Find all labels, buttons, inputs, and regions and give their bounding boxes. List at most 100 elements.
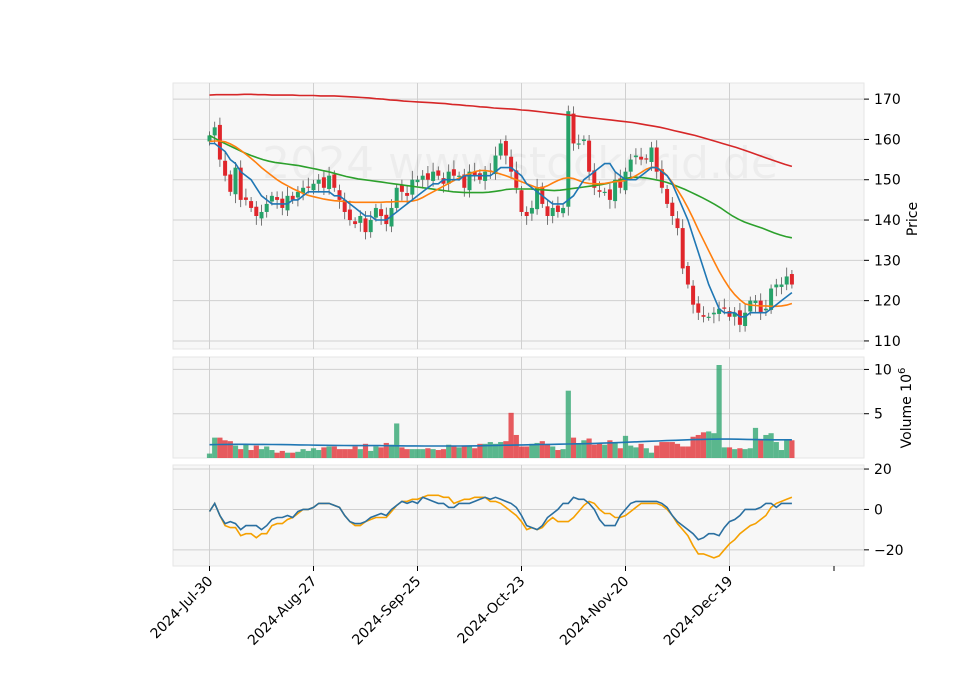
price-marks (207, 105, 794, 333)
oscillator-lines (208, 494, 793, 559)
volume-bar (461, 445, 467, 458)
candle-body (462, 174, 467, 188)
candle-body (545, 206, 550, 216)
volume-bar (295, 451, 301, 458)
candle-body (706, 316, 711, 318)
volume-bar (300, 449, 306, 458)
volume-bar (274, 452, 280, 458)
volume-bar (290, 452, 296, 458)
candle-body (675, 218, 680, 229)
candle-body (379, 209, 384, 216)
candle-body (358, 216, 363, 223)
candle-body (691, 285, 696, 305)
volume-bar (264, 446, 270, 458)
price-moving-averages (209, 93, 793, 318)
volume-bar (305, 450, 311, 458)
volume-bar (331, 446, 337, 458)
volume-bar (742, 449, 748, 458)
volume-bar (498, 442, 504, 458)
volume-bar (695, 434, 701, 458)
candle-body (389, 207, 394, 227)
volume-tick-label: 5 (874, 407, 883, 423)
candle-body (561, 207, 566, 214)
volume-bar (576, 443, 582, 458)
volume-bar (778, 450, 785, 458)
volume-bar (700, 432, 707, 458)
candle-body (249, 201, 254, 208)
volume-bar (222, 440, 228, 458)
candle-body (685, 265, 690, 285)
volume-bar (394, 423, 400, 458)
volume-bar (648, 452, 655, 458)
candle-body (332, 174, 337, 188)
volume-bar (253, 445, 259, 458)
volume-bar (768, 433, 774, 458)
volume-bar (487, 442, 493, 458)
volume-bar (544, 444, 551, 458)
candle-body (789, 274, 794, 285)
volume-bar (524, 446, 530, 458)
volume-bar (368, 450, 374, 458)
volume-bar (518, 446, 525, 458)
volume-bar (622, 435, 629, 458)
volume-bars (206, 365, 795, 458)
candle-body (519, 190, 524, 212)
volume-bar (513, 434, 519, 458)
candle-body (774, 284, 779, 288)
volume-bar (440, 449, 447, 458)
volume-bar (555, 450, 561, 458)
volume-bar (206, 453, 213, 458)
volume-bar (357, 449, 363, 458)
candle-body (228, 174, 233, 192)
volume-bar (685, 446, 691, 458)
candle-body (665, 188, 670, 204)
volume-bar (721, 447, 727, 458)
volume-bar (404, 449, 410, 458)
grid-lines (173, 83, 864, 566)
candle-body (425, 173, 430, 180)
candle-body (457, 175, 462, 177)
volume-bar (430, 449, 436, 458)
candle-body (732, 312, 737, 317)
volume-bar (243, 444, 249, 458)
volume-bar (310, 448, 317, 458)
volume-bar (643, 448, 649, 458)
volume-bar (602, 444, 608, 458)
candle-body (410, 179, 415, 195)
candle-body (727, 311, 732, 317)
volume-bar (347, 449, 353, 458)
candle-body (717, 308, 722, 314)
volume-bar (586, 438, 592, 458)
candle-body (763, 308, 768, 311)
candle-body (347, 209, 352, 221)
volume-bar (383, 442, 389, 458)
volume-bar (409, 449, 415, 458)
volume-bar (425, 448, 431, 458)
candle-body (451, 169, 456, 176)
volume-bar (628, 445, 634, 458)
candle-body (769, 288, 774, 310)
candle-body (659, 169, 664, 188)
volume-bar (539, 441, 545, 458)
candle-body (264, 203, 269, 212)
volume-bar (529, 443, 535, 458)
price-tick-label: 160 (874, 132, 901, 148)
candle-body (618, 178, 623, 188)
candle-body (503, 141, 508, 156)
x-tick-label: 2024-Aug-27 (245, 574, 320, 649)
volume-bar (373, 446, 379, 458)
candle-body (301, 187, 306, 194)
candle-body (233, 167, 238, 195)
candle-body (363, 218, 368, 233)
volume-bar (279, 450, 285, 458)
volume-tick-label: 10 (874, 362, 892, 378)
candle-body (670, 202, 675, 216)
candle-body (524, 211, 529, 216)
ma-10-line (209, 142, 793, 318)
candle-body (639, 156, 644, 160)
candle-body (353, 221, 358, 225)
candle-body (446, 171, 451, 184)
x-tick-label: 2024-Oct-23 (455, 574, 529, 648)
volume-bar (581, 440, 587, 458)
